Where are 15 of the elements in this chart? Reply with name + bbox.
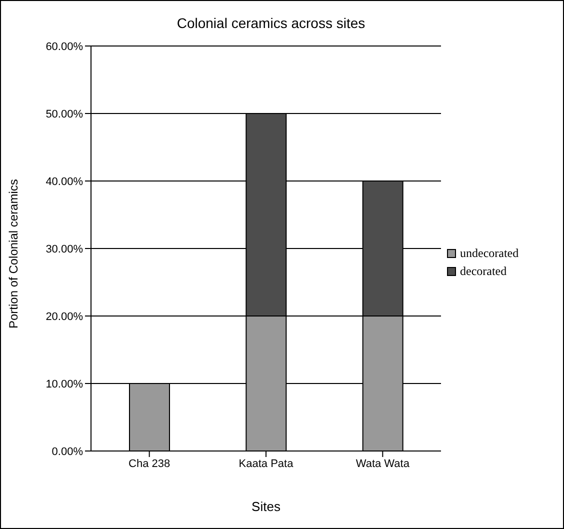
y-axis-title: Portion of Colonial ceramics (6, 179, 20, 328)
y-tick-label: 60.00% (46, 40, 84, 53)
y-tick-label: 40.00% (46, 176, 84, 188)
y-tick-label: 0.00% (52, 446, 84, 458)
x-tick-label: Cha 238 (128, 458, 170, 470)
y-tick-label: 30.00% (46, 243, 84, 256)
chart-title: Colonial ceramics across sites (176, 15, 366, 31)
legend-label: undecorated (460, 246, 519, 260)
y-tick-label: 20.00% (46, 310, 84, 323)
x-tick-label: Kaata Pata (238, 458, 294, 470)
y-tick-label: 50.00% (46, 108, 84, 120)
x-tick-label: Wata Wata (356, 458, 410, 470)
x-axis-title: Sites (252, 499, 281, 514)
y-tick-label: 10.00% (46, 378, 84, 390)
legend-label: decorated (460, 264, 507, 278)
